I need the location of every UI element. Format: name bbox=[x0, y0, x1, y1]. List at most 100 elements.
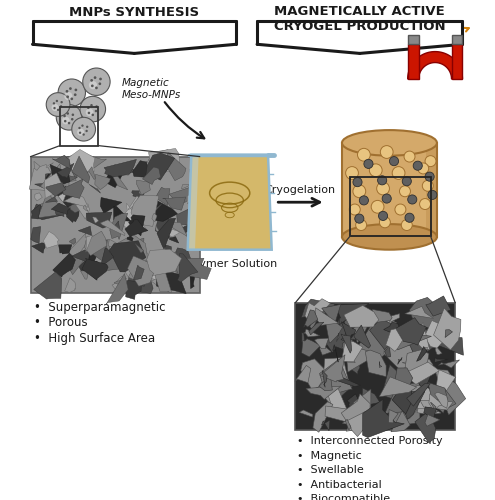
Polygon shape bbox=[421, 348, 428, 356]
Polygon shape bbox=[157, 218, 176, 250]
Circle shape bbox=[90, 79, 93, 82]
Polygon shape bbox=[114, 221, 120, 232]
Polygon shape bbox=[133, 160, 148, 178]
Polygon shape bbox=[100, 220, 125, 236]
Polygon shape bbox=[104, 160, 137, 177]
Circle shape bbox=[425, 156, 436, 166]
Polygon shape bbox=[439, 360, 459, 368]
Polygon shape bbox=[310, 317, 317, 330]
Polygon shape bbox=[320, 355, 345, 382]
Polygon shape bbox=[426, 296, 451, 316]
Polygon shape bbox=[31, 204, 41, 219]
Circle shape bbox=[51, 104, 59, 111]
Polygon shape bbox=[188, 154, 198, 250]
Polygon shape bbox=[345, 331, 356, 340]
Polygon shape bbox=[109, 240, 146, 272]
Polygon shape bbox=[435, 370, 454, 390]
Polygon shape bbox=[429, 394, 443, 411]
Polygon shape bbox=[51, 203, 70, 214]
Circle shape bbox=[87, 106, 90, 109]
Polygon shape bbox=[156, 270, 186, 293]
Polygon shape bbox=[46, 162, 53, 168]
Polygon shape bbox=[409, 326, 437, 360]
Circle shape bbox=[56, 100, 58, 102]
Polygon shape bbox=[395, 328, 432, 350]
Polygon shape bbox=[188, 154, 272, 250]
Polygon shape bbox=[137, 180, 150, 195]
Polygon shape bbox=[137, 197, 156, 209]
Polygon shape bbox=[46, 196, 57, 202]
Polygon shape bbox=[299, 410, 313, 417]
Polygon shape bbox=[169, 183, 204, 206]
Polygon shape bbox=[136, 260, 142, 270]
Polygon shape bbox=[100, 198, 122, 215]
Polygon shape bbox=[139, 188, 145, 194]
Polygon shape bbox=[70, 204, 81, 212]
Polygon shape bbox=[38, 192, 66, 218]
Polygon shape bbox=[45, 173, 66, 199]
Circle shape bbox=[88, 112, 90, 114]
Bar bbox=[31, 156, 199, 294]
Polygon shape bbox=[392, 386, 413, 414]
Polygon shape bbox=[330, 376, 360, 386]
Polygon shape bbox=[337, 333, 339, 342]
Polygon shape bbox=[379, 362, 382, 368]
Text: •  Interconnected Porosity: • Interconnected Porosity bbox=[297, 436, 443, 446]
Polygon shape bbox=[170, 222, 188, 236]
Circle shape bbox=[359, 196, 368, 205]
Polygon shape bbox=[387, 314, 399, 322]
Polygon shape bbox=[81, 270, 89, 279]
Polygon shape bbox=[385, 346, 391, 357]
Polygon shape bbox=[57, 164, 74, 178]
Polygon shape bbox=[104, 165, 127, 188]
Polygon shape bbox=[33, 204, 49, 218]
Polygon shape bbox=[434, 308, 461, 350]
Polygon shape bbox=[45, 174, 52, 180]
Circle shape bbox=[96, 106, 98, 108]
Circle shape bbox=[83, 134, 85, 136]
Polygon shape bbox=[396, 318, 426, 345]
Polygon shape bbox=[112, 171, 128, 190]
Polygon shape bbox=[137, 258, 156, 277]
Polygon shape bbox=[57, 184, 79, 207]
Circle shape bbox=[64, 92, 72, 100]
Polygon shape bbox=[68, 150, 95, 172]
Polygon shape bbox=[177, 204, 198, 226]
Circle shape bbox=[86, 126, 89, 128]
Circle shape bbox=[425, 172, 434, 181]
Circle shape bbox=[68, 122, 70, 124]
Polygon shape bbox=[399, 385, 423, 418]
Polygon shape bbox=[346, 350, 376, 372]
Polygon shape bbox=[361, 388, 380, 406]
Polygon shape bbox=[137, 256, 166, 282]
Polygon shape bbox=[344, 318, 353, 331]
Polygon shape bbox=[168, 252, 186, 274]
Circle shape bbox=[56, 104, 82, 130]
Polygon shape bbox=[95, 174, 110, 190]
Polygon shape bbox=[135, 243, 144, 253]
Polygon shape bbox=[86, 212, 112, 228]
Polygon shape bbox=[130, 222, 136, 227]
Text: •  Magnetic: • Magnetic bbox=[297, 450, 362, 460]
Polygon shape bbox=[354, 326, 390, 362]
Polygon shape bbox=[402, 359, 433, 370]
Circle shape bbox=[405, 213, 414, 222]
Polygon shape bbox=[319, 378, 332, 390]
Polygon shape bbox=[112, 276, 127, 291]
Circle shape bbox=[390, 156, 398, 166]
Polygon shape bbox=[325, 406, 359, 421]
Polygon shape bbox=[320, 359, 352, 396]
Circle shape bbox=[420, 198, 431, 209]
Polygon shape bbox=[407, 400, 420, 407]
Circle shape bbox=[353, 185, 366, 198]
Polygon shape bbox=[445, 330, 452, 338]
Text: •  High Surface Area: • High Surface Area bbox=[34, 332, 155, 345]
Circle shape bbox=[422, 180, 433, 192]
Circle shape bbox=[86, 130, 88, 132]
Polygon shape bbox=[29, 164, 54, 191]
Text: •  Swellable: • Swellable bbox=[297, 465, 364, 475]
Polygon shape bbox=[126, 280, 141, 299]
Polygon shape bbox=[76, 204, 90, 219]
Polygon shape bbox=[183, 224, 192, 237]
Polygon shape bbox=[182, 184, 189, 189]
